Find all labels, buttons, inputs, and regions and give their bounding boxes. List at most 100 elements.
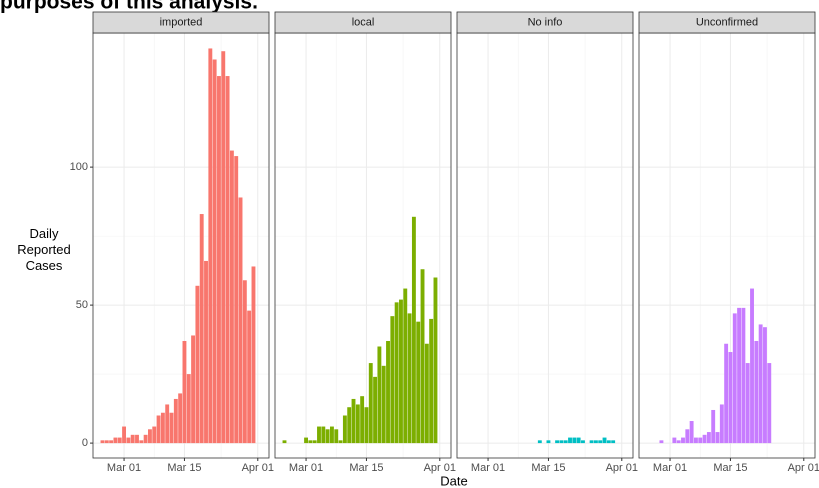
- x-tick-label: Apr 01: [788, 462, 819, 474]
- bar: [186, 374, 191, 444]
- bar: [156, 415, 161, 444]
- bar: [330, 426, 334, 444]
- bar: [420, 269, 425, 444]
- bar: [221, 51, 226, 444]
- bar: [572, 437, 577, 444]
- bar: [758, 324, 763, 444]
- bar: [334, 429, 339, 444]
- bar: [659, 440, 664, 444]
- bar: [711, 409, 716, 444]
- bar: [234, 156, 239, 444]
- bar: [581, 440, 585, 444]
- bar: [321, 426, 326, 444]
- bar: [304, 437, 308, 444]
- bar: [598, 440, 603, 444]
- bar: [373, 376, 378, 444]
- bar: [338, 440, 343, 444]
- bar: [169, 412, 174, 444]
- x-tick-label: Mar 01: [107, 462, 141, 474]
- bar: [681, 437, 685, 444]
- bar: [368, 363, 373, 444]
- x-tick-label: Mar 01: [653, 462, 687, 474]
- bar: [312, 440, 317, 444]
- bar: [407, 313, 412, 444]
- bar: [611, 440, 616, 444]
- bar: [165, 404, 170, 444]
- panel: [275, 33, 451, 458]
- bar: [139, 440, 144, 444]
- bar: [719, 404, 724, 444]
- bar: [191, 335, 196, 444]
- bar: [537, 440, 542, 444]
- bar: [754, 340, 759, 444]
- bar: [433, 277, 438, 444]
- bar: [606, 440, 611, 444]
- bar: [113, 437, 118, 444]
- bar: [199, 214, 204, 444]
- bar: [204, 260, 208, 444]
- bar: [399, 299, 403, 444]
- bar: [212, 59, 217, 444]
- facet-strip: [638, 11, 816, 34]
- bar: [126, 437, 131, 444]
- bar: [429, 318, 434, 444]
- facet-strip: [92, 11, 270, 34]
- bar: [676, 440, 681, 444]
- bar: [563, 440, 568, 444]
- bar: [732, 313, 737, 444]
- bar: [694, 437, 698, 444]
- bar: [130, 434, 135, 444]
- bar: [386, 340, 390, 444]
- x-tick-label: Apr 01: [606, 462, 638, 474]
- bar: [745, 363, 750, 444]
- chart-title: purposes of this analysis.: [0, 0, 258, 14]
- bar: [122, 426, 126, 444]
- bar: [403, 288, 408, 444]
- bar: [117, 437, 122, 444]
- x-tick-label: Mar 15: [531, 462, 565, 474]
- bar: [247, 310, 252, 444]
- bar: [715, 432, 720, 444]
- bar: [602, 437, 607, 444]
- y-tick-label: 0: [82, 437, 88, 449]
- facet-strip: [274, 11, 452, 34]
- panel: [457, 33, 633, 458]
- x-axis-label: Date: [440, 473, 467, 488]
- bar: [100, 440, 105, 444]
- bar: [282, 440, 287, 444]
- x-tick-label: Mar 15: [167, 462, 201, 474]
- bar: [750, 288, 754, 444]
- x-tick-label: Mar 01: [289, 462, 323, 474]
- bar: [238, 197, 243, 444]
- bar: [104, 440, 109, 444]
- x-tick-label: Mar 15: [349, 462, 383, 474]
- bar: [109, 440, 114, 444]
- bar: [724, 343, 729, 444]
- bar: [576, 437, 581, 444]
- bar: [355, 404, 360, 444]
- y-tick-label: 100: [70, 161, 88, 173]
- facet-label: imported: [160, 16, 203, 28]
- bar: [143, 434, 148, 444]
- facet-label: Unconfirmed: [696, 16, 758, 28]
- x-tick-label: Mar 01: [471, 462, 505, 474]
- bar: [394, 302, 399, 444]
- bar: [698, 437, 703, 444]
- bar: [411, 216, 416, 444]
- bar: [160, 412, 165, 444]
- bar: [702, 434, 707, 444]
- bar: [728, 352, 733, 444]
- bar: [342, 415, 347, 444]
- bar: [763, 327, 767, 444]
- bar: [706, 432, 711, 444]
- bar: [208, 48, 213, 444]
- x-tick-label: Apr 01: [242, 462, 274, 474]
- bar: [381, 365, 386, 444]
- bar: [689, 421, 694, 444]
- bar: [148, 429, 152, 444]
- bar: [546, 440, 551, 444]
- bar: [217, 76, 221, 444]
- bar: [360, 396, 365, 444]
- bar: [390, 316, 395, 444]
